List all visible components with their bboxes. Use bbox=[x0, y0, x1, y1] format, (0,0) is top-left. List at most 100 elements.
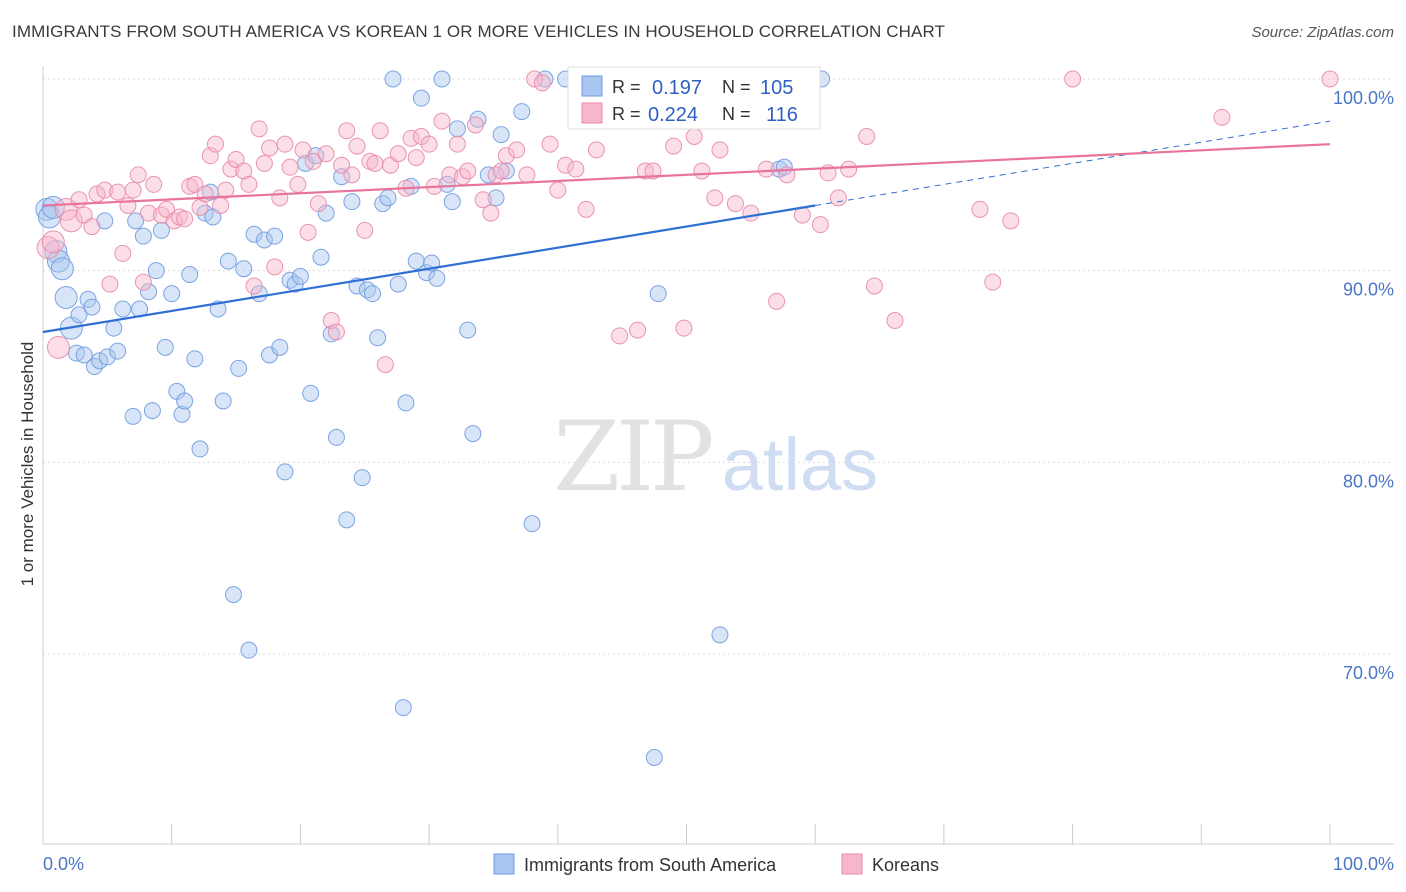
point-pink-30 bbox=[212, 197, 230, 214]
point-pink-7 bbox=[83, 218, 101, 236]
point-pink-41 bbox=[271, 189, 289, 207]
point-pink-9 bbox=[96, 181, 114, 199]
point-blue-19 bbox=[114, 300, 132, 318]
point-blue-20 bbox=[124, 407, 142, 425]
point-blue-83 bbox=[433, 70, 451, 88]
point-pink-115 bbox=[886, 312, 904, 329]
point-blue-10 bbox=[75, 346, 93, 364]
point-pink-85 bbox=[549, 181, 567, 199]
legend-swatch-blue bbox=[581, 75, 603, 97]
point-pink-89 bbox=[587, 141, 605, 159]
point-pink-120 bbox=[1213, 108, 1231, 126]
point-blue-82 bbox=[428, 269, 446, 287]
point-blue-84 bbox=[438, 175, 456, 193]
legend-box bbox=[567, 66, 821, 130]
point-pink-98 bbox=[675, 319, 693, 337]
point-blue-76 bbox=[397, 394, 415, 412]
point-pink-35 bbox=[240, 175, 258, 193]
point-pink-121 bbox=[1321, 70, 1339, 88]
point-blue-88 bbox=[464, 425, 482, 443]
point-pink-103 bbox=[726, 195, 744, 213]
point-blue-50 bbox=[266, 227, 284, 245]
point-pink-78 bbox=[492, 162, 510, 180]
trend-line-blue-extension bbox=[815, 120, 1331, 206]
point-blue-87 bbox=[459, 321, 477, 339]
point-blue-23 bbox=[134, 227, 152, 245]
point-pink-1 bbox=[41, 230, 65, 254]
point-pink-26 bbox=[191, 198, 209, 216]
point-pink-53 bbox=[338, 122, 356, 140]
point-pink-48 bbox=[309, 195, 327, 213]
point-blue-62 bbox=[327, 428, 345, 446]
point-pink-43 bbox=[281, 158, 299, 176]
legend-r-value-blue: 0.197 bbox=[652, 77, 702, 99]
point-pink-69 bbox=[433, 112, 451, 130]
point-pink-39 bbox=[261, 139, 279, 157]
point-blue-9 bbox=[70, 306, 88, 324]
point-blue-101 bbox=[649, 285, 667, 303]
point-blue-57 bbox=[302, 384, 320, 402]
point-pink-59 bbox=[371, 122, 389, 140]
trend-line-blue bbox=[42, 204, 816, 334]
point-pink-4 bbox=[59, 209, 83, 233]
chart-title: IMMIGRANTS FROM SOUTH AMERICA VS KOREAN … bbox=[12, 22, 946, 41]
point-blue-31 bbox=[173, 405, 191, 423]
point-blue-33 bbox=[181, 266, 199, 283]
trend-lines bbox=[42, 120, 1331, 334]
point-blue-14 bbox=[91, 352, 109, 370]
point-pink-17 bbox=[140, 204, 158, 222]
point-pink-91 bbox=[611, 327, 629, 345]
trend-line-pink bbox=[42, 143, 1331, 207]
point-blue-72 bbox=[379, 189, 397, 207]
point-pink-13 bbox=[119, 197, 137, 214]
source-credit: Source: ZipAtlas.com bbox=[1251, 24, 1394, 41]
point-blue-45 bbox=[240, 641, 258, 659]
point-pink-112 bbox=[840, 160, 858, 178]
point-blue-28 bbox=[156, 338, 174, 356]
correlation-legend: R = 0.197 N = 105 R = 0.224 N = 116 bbox=[567, 66, 821, 130]
point-blue-73 bbox=[384, 70, 402, 88]
point-blue-65 bbox=[343, 193, 361, 211]
point-blue-86 bbox=[448, 120, 466, 138]
point-blue-102 bbox=[645, 749, 663, 766]
point-pink-42 bbox=[276, 135, 294, 153]
point-pink-104 bbox=[742, 204, 760, 222]
point-pink-34 bbox=[235, 162, 253, 180]
point-blue-75 bbox=[394, 699, 412, 717]
point-pink-83 bbox=[533, 74, 551, 92]
point-pink-11 bbox=[109, 183, 127, 201]
watermark-atlas: atlas bbox=[722, 423, 878, 506]
point-blue-59 bbox=[312, 248, 330, 266]
point-pink-99 bbox=[685, 128, 703, 145]
point-pink-71 bbox=[448, 135, 466, 153]
point-pink-2 bbox=[46, 335, 70, 359]
point-blue-11 bbox=[79, 290, 97, 308]
point-blue-44 bbox=[235, 260, 253, 278]
point-blue-48 bbox=[255, 231, 273, 249]
point-pink-116 bbox=[971, 200, 989, 218]
point-blue-52 bbox=[276, 463, 294, 481]
bottom-legend-swatch-blue bbox=[493, 853, 515, 875]
point-blue-64 bbox=[338, 511, 356, 529]
point-blue-27 bbox=[152, 221, 170, 239]
bottom-legend-label-pink: Koreans bbox=[872, 855, 939, 875]
point-pink-56 bbox=[356, 221, 374, 239]
point-blue-18 bbox=[109, 342, 127, 360]
point-blue-43 bbox=[230, 359, 248, 377]
point-pink-88 bbox=[577, 200, 595, 218]
point-pink-44 bbox=[289, 175, 307, 193]
y-axis-title: 1 or more Vehicles in Household bbox=[18, 342, 37, 587]
point-pink-100 bbox=[693, 162, 711, 180]
point-blue-41 bbox=[219, 252, 237, 270]
point-blue-26 bbox=[147, 262, 165, 280]
point-blue-51 bbox=[271, 338, 289, 356]
point-pink-75 bbox=[474, 191, 492, 209]
point-blue-85 bbox=[443, 193, 461, 211]
point-pink-15 bbox=[129, 166, 147, 184]
axes bbox=[42, 66, 1394, 845]
point-blue-67 bbox=[353, 469, 371, 487]
point-blue-106 bbox=[711, 626, 729, 644]
legend-n-label-pink: N = bbox=[722, 104, 751, 124]
point-blue-2 bbox=[41, 195, 65, 219]
point-blue-95 bbox=[523, 515, 541, 533]
